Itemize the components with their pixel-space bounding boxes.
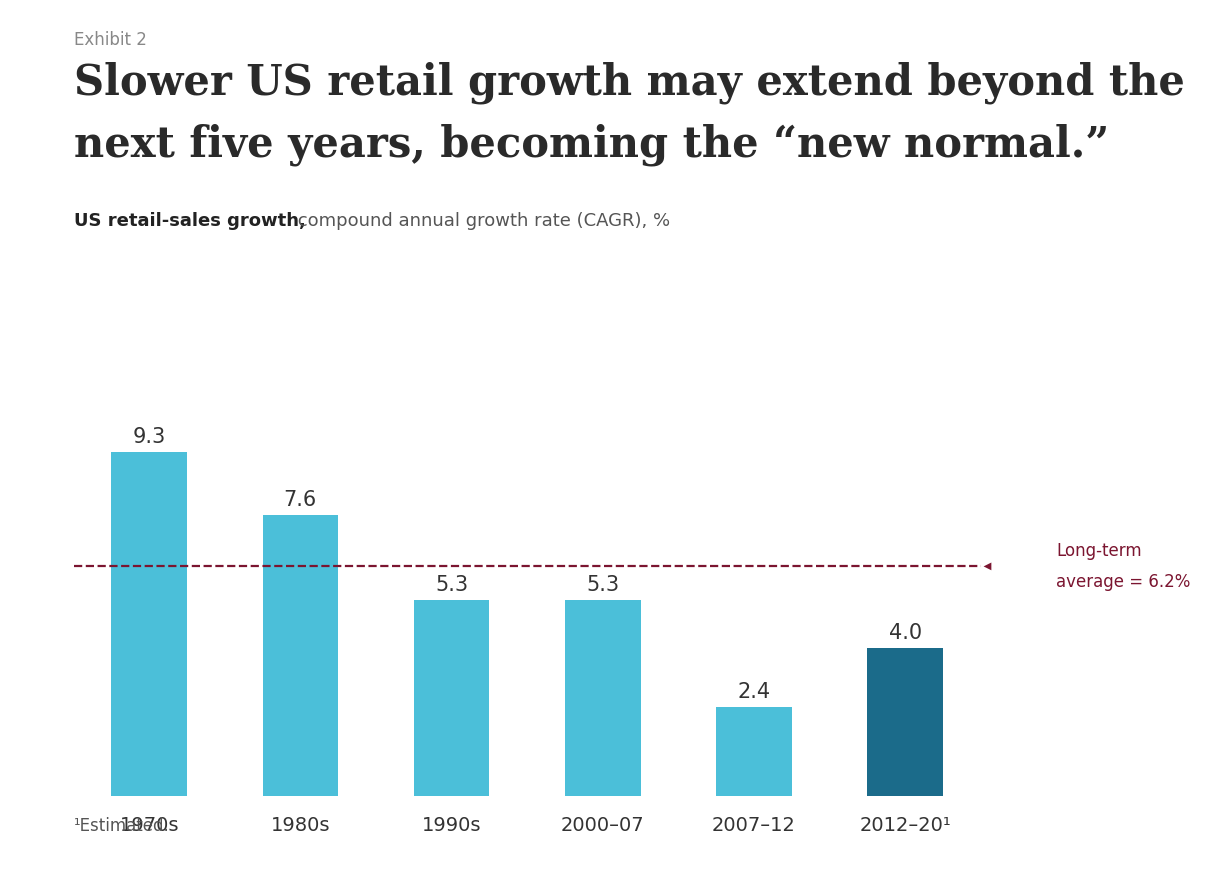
- Text: 5.3: 5.3: [586, 575, 619, 595]
- Text: 4.0: 4.0: [889, 623, 922, 644]
- Bar: [112, 452, 186, 796]
- Text: 1970s: 1970s: [119, 816, 179, 834]
- Bar: [414, 599, 489, 796]
- Text: next five years, becoming the “new normal.”: next five years, becoming the “new norma…: [74, 124, 1108, 166]
- Text: 1980s: 1980s: [271, 816, 330, 834]
- Text: 2.4: 2.4: [737, 682, 771, 703]
- Text: 2000–07: 2000–07: [562, 816, 645, 834]
- Bar: [867, 648, 943, 796]
- Text: Exhibit 2: Exhibit 2: [74, 31, 146, 49]
- Text: compound annual growth rate (CAGR), %: compound annual growth rate (CAGR), %: [292, 212, 669, 230]
- Text: ¹Estimated.: ¹Estimated.: [74, 818, 169, 835]
- Text: 9.3: 9.3: [132, 427, 166, 447]
- Text: 5.3: 5.3: [435, 575, 468, 595]
- Text: 7.6: 7.6: [283, 491, 318, 510]
- Text: Slower US retail growth may extend beyond the: Slower US retail growth may extend beyon…: [74, 62, 1184, 104]
- Text: average = 6.2%: average = 6.2%: [1057, 573, 1190, 591]
- Text: US retail-sales growth,: US retail-sales growth,: [74, 212, 305, 230]
- Text: Long-term: Long-term: [1057, 542, 1143, 560]
- Text: 1990s: 1990s: [422, 816, 482, 834]
- Bar: [565, 599, 640, 796]
- Bar: [716, 707, 792, 796]
- Bar: [262, 514, 338, 796]
- Text: 2007–12: 2007–12: [712, 816, 796, 834]
- Text: 2012–20¹: 2012–20¹: [859, 816, 951, 834]
